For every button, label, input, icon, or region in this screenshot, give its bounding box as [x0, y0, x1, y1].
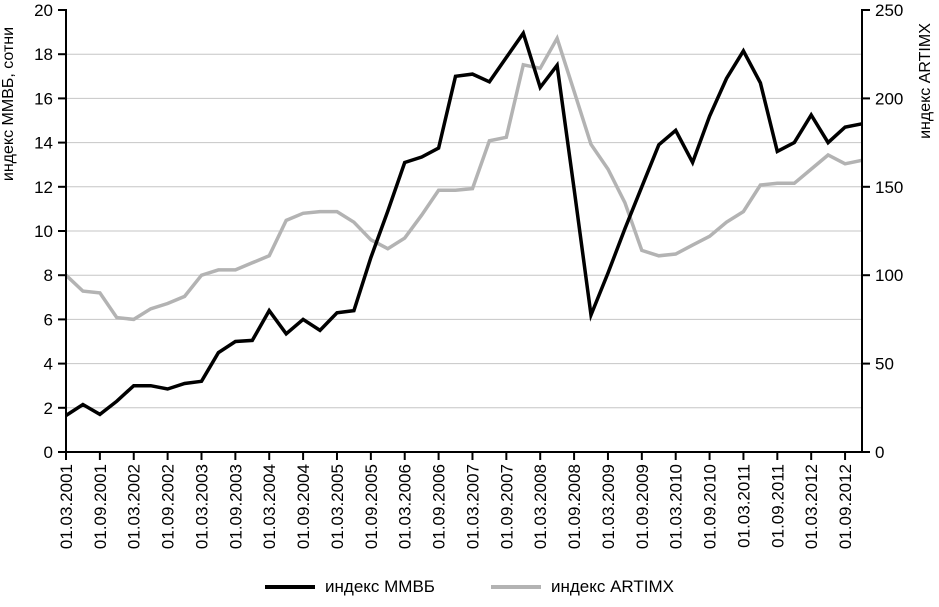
x-axis-tick-label: 01.03.2002 [125, 464, 144, 549]
right-axis-tick-label: 100 [875, 266, 903, 285]
right-axis-tick-label: 50 [875, 355, 894, 374]
artimx-line-swatch [490, 585, 541, 589]
legend-label-artimx: индекс ARTIMX [550, 577, 674, 596]
x-axis-tick-label: 01.09.2012 [836, 464, 855, 549]
legend-item-artimx: индекс ARTIMX [490, 577, 674, 597]
legend-label-mmvb: индекс ММВБ [325, 577, 435, 596]
x-axis-tick-label: 01.03.2008 [531, 464, 550, 549]
left-axis-tick-label: 2 [44, 399, 53, 418]
x-axis-tick-label: 01.09.2005 [362, 464, 381, 549]
left-axis-tick-label: 18 [34, 45, 53, 64]
x-axis-tick-label: 01.03.2001 [57, 464, 76, 549]
x-axis-tick-label: 01.09.2008 [565, 464, 584, 549]
x-axis-tick-label: 01.09.2011 [768, 464, 787, 548]
left-axis-tick-label: 16 [34, 89, 53, 108]
x-axis-tick-label: 01.03.2011 [734, 464, 753, 548]
right-axis-title: индекс ARTIMX [917, 23, 934, 139]
left-axis-tick-label: 8 [44, 266, 53, 285]
x-axis-tick-label: 01.03.2010 [667, 464, 686, 549]
left-axis-tick-label: 4 [44, 355, 53, 374]
chart-legend: индекс ММВБ индекс ARTIMX [0, 577, 939, 597]
x-axis-tick-label: 01.09.2002 [159, 464, 178, 549]
x-axis-tick-label: 01.09.2004 [294, 464, 313, 549]
line-chart-canvas: 0246810121416182005010015020025001.03.20… [34, 1, 903, 549]
x-axis-tick-label: 01.09.2007 [497, 464, 516, 549]
right-axis-tick-label: 0 [875, 443, 884, 462]
left-axis-tick-label: 12 [34, 178, 53, 197]
mmvb-series-line [65, 29, 863, 417]
left-axis-tick-label: 10 [34, 222, 53, 241]
x-axis-tick-label: 01.09.2010 [701, 464, 720, 549]
x-axis-tick-label: 01.09.2001 [91, 464, 110, 549]
x-axis-tick-label: 01.03.2009 [599, 464, 618, 549]
artimx-series-line [64, 33, 863, 322]
x-axis-tick-label: 01.03.2005 [328, 464, 347, 549]
left-axis-tick-label: 20 [34, 1, 53, 20]
x-axis-tick-label: 01.03.2004 [260, 464, 279, 549]
left-axis-title: индекс ММВБ, сотни [0, 26, 17, 182]
x-axis-tick-label: 01.03.2006 [396, 464, 415, 549]
x-axis-tick-label: 01.03.2012 [802, 464, 821, 549]
x-axis-tick-label: 01.09.2006 [430, 464, 449, 549]
right-axis-tick-label: 250 [875, 1, 903, 20]
right-axis-tick-label: 200 [875, 89, 903, 108]
x-axis-tick-label: 01.09.2003 [226, 464, 245, 549]
mmvb-line-swatch [265, 585, 316, 589]
right-axis-tick-label: 150 [875, 178, 903, 197]
left-axis-tick-label: 14 [34, 134, 53, 153]
left-axis-tick-label: 6 [44, 310, 53, 329]
legend-item-mmvb: индекс ММВБ [265, 577, 435, 597]
left-axis-tick-label: 0 [44, 443, 53, 462]
x-axis-tick-label: 01.03.2007 [463, 464, 482, 549]
x-axis-tick-label: 01.03.2003 [192, 464, 211, 549]
x-axis-tick-label: 01.09.2009 [633, 464, 652, 549]
